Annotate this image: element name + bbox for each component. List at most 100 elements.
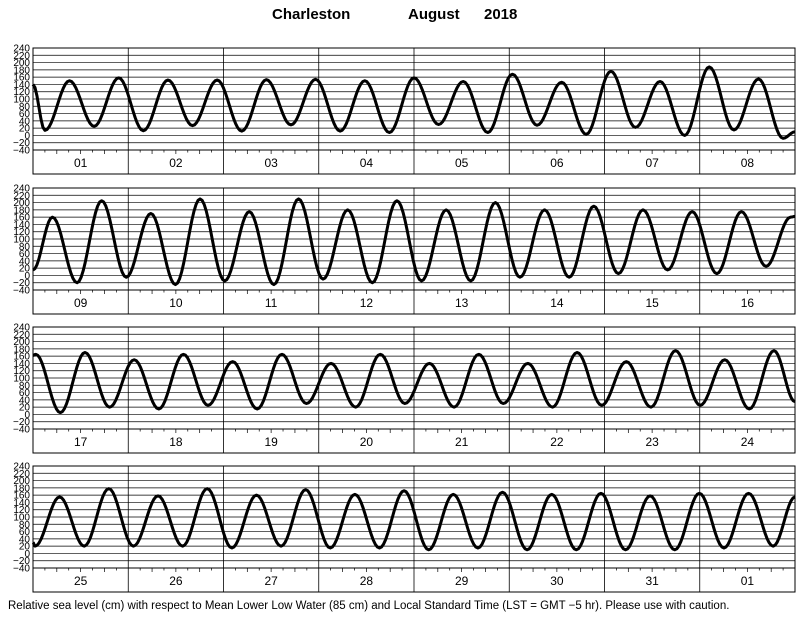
day-label: 31 xyxy=(645,574,659,588)
y-tick-label: 160 xyxy=(13,73,30,84)
y-tick-label: 120 xyxy=(13,505,30,516)
y-tick-label: 20 xyxy=(19,124,31,135)
y-tick-label: 160 xyxy=(13,491,30,502)
y-tick-label: 0 xyxy=(24,410,30,421)
y-tick-label: 120 xyxy=(13,87,30,98)
y-tick-label: 60 xyxy=(19,249,31,260)
day-label: 11 xyxy=(265,296,278,310)
day-label: 22 xyxy=(550,435,564,449)
day-label: 01 xyxy=(74,156,88,170)
day-label: 01 xyxy=(741,574,755,588)
day-label: 28 xyxy=(360,574,374,588)
y-tick-label: 180 xyxy=(13,344,30,355)
footnote: Relative sea level (cm) with respect to … xyxy=(8,600,730,612)
y-tick-label: 200 xyxy=(13,58,30,69)
y-tick-label: 100 xyxy=(13,235,30,246)
y-tick-label: 180 xyxy=(13,205,30,216)
y-tick-label: 80 xyxy=(19,242,31,253)
y-tick-label: 100 xyxy=(13,374,30,385)
day-label: 06 xyxy=(550,156,564,170)
day-label: 19 xyxy=(264,435,278,449)
panel-frame xyxy=(32,326,796,454)
day-label: 04 xyxy=(360,156,374,170)
day-label: 26 xyxy=(169,574,183,588)
y-tick-label: 160 xyxy=(13,352,30,363)
y-tick-label: 220 xyxy=(13,469,30,480)
y-tick-label: 240 xyxy=(13,462,30,473)
y-tick-label: −20 xyxy=(13,278,30,289)
y-tick-label: 200 xyxy=(13,198,30,209)
y-tick-label: 0 xyxy=(24,549,30,560)
y-tick-label: 240 xyxy=(13,323,30,334)
title-station: Charleston xyxy=(272,6,351,23)
y-tick-label: 180 xyxy=(13,483,30,494)
y-tick-label: 200 xyxy=(13,337,30,348)
title-year: 2018 xyxy=(484,6,518,23)
y-tick-label: 140 xyxy=(13,220,30,231)
tide-curve xyxy=(32,197,796,287)
y-tick-label: 240 xyxy=(13,44,30,55)
day-label: 27 xyxy=(264,574,278,588)
y-tick-label: 100 xyxy=(13,513,30,524)
day-label: 23 xyxy=(645,435,659,449)
y-tick-label: 220 xyxy=(13,51,30,62)
y-tick-label: −40 xyxy=(13,286,30,297)
y-tick-label: 120 xyxy=(13,227,30,238)
chart-title: Charleston August 2018 xyxy=(0,6,800,26)
y-tick-label: −20 xyxy=(13,556,30,567)
y-tick-label: 240 xyxy=(13,184,30,195)
day-label: 07 xyxy=(645,156,659,170)
y-tick-label: 0 xyxy=(24,131,30,142)
y-tick-label: 140 xyxy=(13,359,30,370)
tide-curve xyxy=(31,65,796,140)
day-label: 13 xyxy=(455,296,469,310)
y-tick-label: 220 xyxy=(13,191,30,202)
panel-frame xyxy=(32,47,796,175)
y-tick-label: 40 xyxy=(19,395,31,406)
y-tick-label: 100 xyxy=(13,95,30,106)
panel-frame xyxy=(32,465,796,593)
day-label: 17 xyxy=(74,435,88,449)
y-tick-label: 60 xyxy=(19,527,31,538)
y-tick-label: 180 xyxy=(13,65,30,76)
tide-curve xyxy=(31,487,796,552)
panel-frame xyxy=(32,187,796,315)
day-label: 08 xyxy=(741,156,755,170)
day-label: 10 xyxy=(169,296,183,310)
day-label: 09 xyxy=(74,296,88,310)
day-label: 20 xyxy=(360,435,374,449)
y-tick-label: −20 xyxy=(13,417,30,428)
day-label: 03 xyxy=(264,156,278,170)
y-tick-label: −20 xyxy=(13,138,30,149)
y-tick-label: −40 xyxy=(13,146,30,157)
y-tick-label: 160 xyxy=(13,213,30,224)
y-tick-label: 200 xyxy=(13,476,30,487)
day-label: 14 xyxy=(550,296,564,310)
y-tick-label: 220 xyxy=(13,330,30,341)
y-tick-label: 60 xyxy=(19,388,31,399)
y-tick-label: 0 xyxy=(24,271,30,282)
y-tick-label: 120 xyxy=(13,366,30,377)
y-tick-label: 40 xyxy=(19,116,31,127)
title-month: August xyxy=(408,6,460,23)
day-label: 21 xyxy=(455,435,469,449)
y-tick-label: 60 xyxy=(19,109,31,120)
day-label: 15 xyxy=(645,296,659,310)
tide-curve xyxy=(32,349,796,415)
day-label: 02 xyxy=(169,156,183,170)
y-tick-label: 140 xyxy=(13,498,30,509)
y-tick-label: 20 xyxy=(19,264,31,275)
day-label: 05 xyxy=(455,156,469,170)
y-tick-label: 140 xyxy=(13,80,30,91)
day-label: 24 xyxy=(741,435,755,449)
y-tick-label: 80 xyxy=(19,381,31,392)
day-label: 29 xyxy=(455,574,469,588)
y-tick-label: 80 xyxy=(19,520,31,531)
day-label: 16 xyxy=(741,296,755,310)
y-tick-label: 40 xyxy=(19,256,31,267)
y-tick-label: 40 xyxy=(19,534,31,545)
y-tick-label: −40 xyxy=(13,425,30,436)
y-tick-label: 80 xyxy=(19,102,31,113)
y-tick-label: 20 xyxy=(19,542,31,553)
